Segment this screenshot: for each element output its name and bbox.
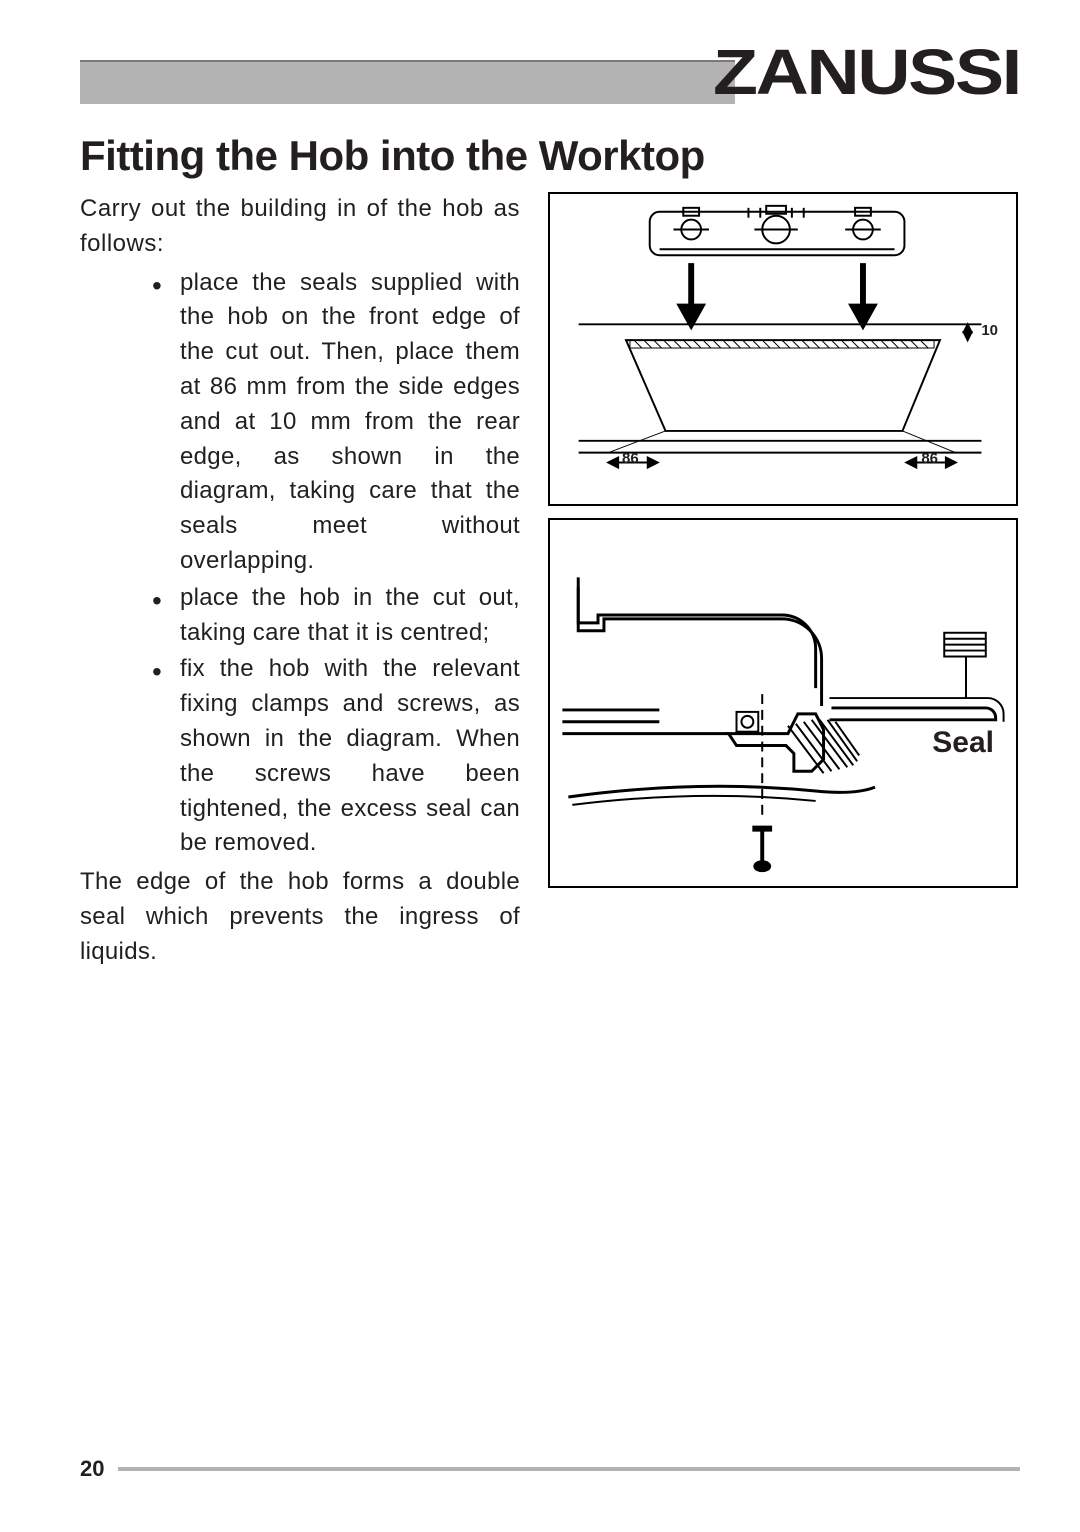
diagram-cross-svg — [550, 520, 1016, 886]
dim-label-10: 10 — [981, 322, 998, 339]
diagram-column: 10 86 86 — [548, 192, 1018, 970]
seal-label: Seal — [932, 726, 994, 760]
bullet-item: fix the hob with the relevant fixing cla… — [180, 652, 520, 861]
diagram-cross-section: Seal — [548, 518, 1018, 888]
content: Carry out the building in of the hob as … — [80, 192, 1020, 970]
dim-label-86-right: 86 — [921, 450, 938, 467]
text-column: Carry out the building in of the hob as … — [80, 192, 520, 970]
diagram-top-svg — [550, 194, 1016, 504]
footer-line — [118, 1467, 1020, 1471]
outro-text: The edge of the hob forms a double seal … — [80, 865, 520, 969]
page-title: Fitting the Hob into the Worktop — [80, 132, 1020, 180]
intro-text: Carry out the building in of the hob as … — [80, 192, 520, 262]
brand-logo: ZANUSSI — [713, 40, 1020, 104]
header: ZANUSSI — [80, 40, 1020, 104]
bullet-list: place the seals supplied with the hob on… — [80, 266, 520, 862]
dim-label-86-left: 86 — [622, 450, 639, 467]
footer: 20 — [80, 1456, 1020, 1482]
diagram-top-view: 10 86 86 — [548, 192, 1018, 506]
page-number: 20 — [80, 1456, 104, 1482]
bullet-item: place the seals supplied with the hob on… — [180, 266, 520, 579]
page: ZANUSSI Fitting the Hob into the Worktop… — [0, 0, 1080, 1532]
header-bar — [80, 60, 735, 104]
bullet-item: place the hob in the cut out, taking car… — [180, 581, 520, 651]
